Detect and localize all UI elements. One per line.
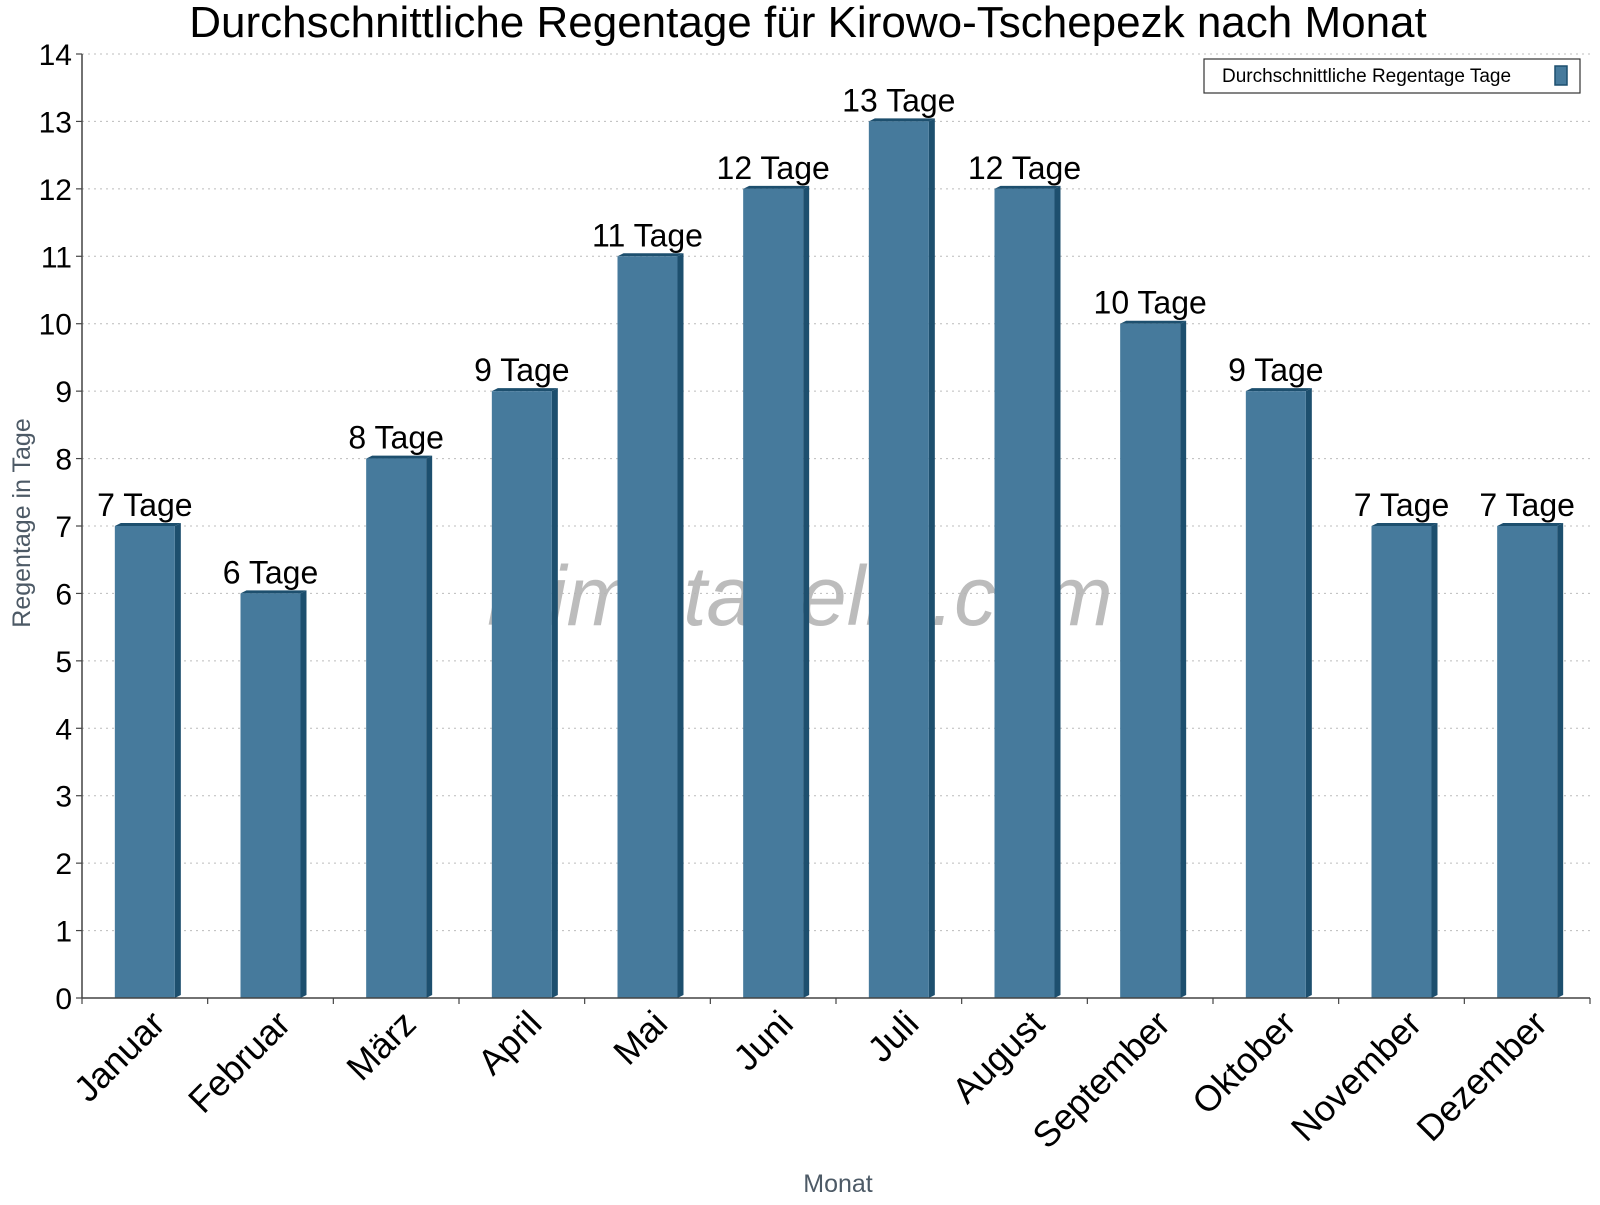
bar — [491, 391, 552, 999]
legend-label: Durchschnittliche Regentage Tage — [1222, 66, 1511, 87]
y-tick-label: 8 — [55, 444, 72, 477]
bar-top — [1371, 523, 1438, 526]
bar — [1120, 323, 1181, 998]
bar-side — [1305, 388, 1312, 999]
y-tick-label: 1 — [55, 916, 72, 949]
bar-side — [551, 388, 558, 999]
bar-side — [803, 185, 810, 998]
y-tick-label: 13 — [39, 106, 72, 139]
x-tick-label: April — [470, 1003, 550, 1083]
bar-side — [1557, 523, 1564, 998]
bar — [366, 458, 427, 999]
x-tick-label: Februar — [180, 1003, 298, 1121]
y-tick-label: 4 — [55, 713, 72, 746]
data-label: 11 Tage — [592, 217, 703, 253]
x-tick-label: Januar — [66, 1003, 173, 1110]
legend-swatch — [1554, 65, 1568, 86]
bars-layer — [114, 118, 1564, 999]
x-tick-label: Mai — [605, 1003, 675, 1073]
bar-top — [617, 253, 684, 257]
bar — [868, 121, 929, 998]
bar-top — [1120, 320, 1187, 324]
x-tick-label: November — [1283, 1003, 1429, 1149]
bar-side — [300, 590, 307, 998]
legend-box — [1203, 58, 1581, 94]
bar — [994, 188, 1055, 998]
bar-side — [928, 118, 935, 998]
data-label: 8 Tage — [348, 420, 444, 456]
x-tick-label: Oktober — [1184, 1003, 1304, 1123]
bar — [1497, 526, 1558, 998]
bar — [1245, 391, 1306, 999]
data-label: 7 Tage — [1354, 487, 1450, 523]
bar-side — [1180, 320, 1187, 998]
x-tick-label: März — [338, 1003, 424, 1089]
bar-top — [743, 185, 810, 189]
bar — [240, 593, 301, 998]
bar-side — [1054, 185, 1061, 998]
y-tick-label: 9 — [55, 376, 72, 409]
x-tick-label: Dezember — [1408, 1003, 1554, 1149]
y-tick-label: 10 — [39, 309, 72, 342]
bar — [617, 256, 678, 998]
bar — [743, 188, 804, 998]
x-tick-label: Juli — [859, 1003, 926, 1070]
bar-top — [1497, 523, 1564, 526]
data-label: 12 Tage — [717, 150, 830, 186]
bar-top — [240, 590, 307, 594]
bar-top — [114, 523, 181, 526]
data-label: 7 Tage — [97, 487, 193, 523]
bar-top — [366, 455, 433, 459]
y-tick-label: 7 — [55, 511, 72, 544]
y-tick-label: 6 — [55, 578, 72, 611]
y-tick-label: 5 — [55, 646, 72, 679]
data-label: 12 Tage — [968, 150, 1081, 186]
data-label: 6 Tage — [223, 554, 319, 590]
y-axis-title: Regentage in Tage — [8, 418, 36, 627]
bar-top — [491, 388, 558, 392]
axes-layer — [76, 53, 1591, 1004]
x-tick-label: Juni — [725, 1003, 801, 1079]
data-label: 9 Tage — [474, 352, 570, 388]
x-tick-label: September — [1024, 1003, 1178, 1157]
bar-side — [426, 455, 433, 999]
y-tick-label: 11 — [41, 241, 72, 274]
data-label: 10 Tage — [1094, 285, 1207, 321]
y-tick-label: 2 — [55, 848, 72, 881]
data-label: 9 Tage — [1228, 352, 1324, 388]
x-tick-label: August — [944, 1003, 1052, 1111]
chart-title: Durchschnittliche Regentage für Kirowo-T… — [189, 0, 1427, 47]
legend: Durchschnittliche Regentage Tage — [1203, 58, 1581, 94]
bar — [1371, 526, 1432, 998]
bar-side — [677, 253, 684, 999]
y-tick-label: 12 — [39, 174, 72, 207]
bar-top — [994, 185, 1061, 189]
y-tick-label: 14 — [39, 39, 72, 72]
bar-top — [868, 118, 935, 122]
data-label: 7 Tage — [1479, 487, 1575, 523]
bar-side — [1431, 523, 1438, 998]
y-tick-label: 0 — [55, 983, 72, 1016]
bar — [114, 526, 175, 998]
x-axis-title: Monat — [803, 1170, 873, 1198]
y-tick-label: 3 — [55, 781, 72, 814]
bar-top — [1245, 388, 1312, 392]
bar-side — [174, 523, 181, 998]
data-label: 13 Tage — [842, 82, 955, 118]
